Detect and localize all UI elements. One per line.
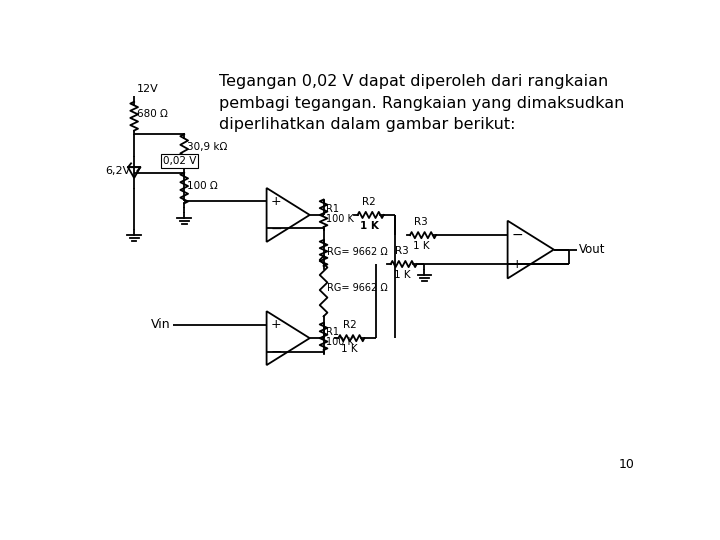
Text: +: + <box>271 318 281 331</box>
Text: 0,02 V: 0,02 V <box>163 156 196 166</box>
Text: 1 K: 1 K <box>359 221 379 231</box>
Text: 100 K: 100 K <box>326 337 354 347</box>
Text: RG= 9662 Ω: RG= 9662 Ω <box>327 247 387 257</box>
Text: Tegangan 0,02 V dapat diperoleh dari rangkaian
pembagi tegangan. Rangkaian yang : Tegangan 0,02 V dapat diperoleh dari ran… <box>219 74 624 132</box>
Text: 6,2V: 6,2V <box>105 166 130 176</box>
Text: 12V: 12V <box>138 84 159 94</box>
Text: 100 Ω: 100 Ω <box>187 181 218 191</box>
Text: R1: R1 <box>326 327 339 337</box>
Text: Vin: Vin <box>151 318 171 331</box>
Text: −: − <box>271 345 282 359</box>
Text: RG= 9662 Ω: RG= 9662 Ω <box>327 283 387 293</box>
Text: 1 K: 1 K <box>413 241 430 251</box>
Text: −: − <box>271 221 282 235</box>
Text: R2: R2 <box>343 320 356 330</box>
Text: 1 K: 1 K <box>341 345 358 354</box>
Text: R1: R1 <box>326 204 339 214</box>
Text: −: − <box>511 228 523 242</box>
Text: Vout: Vout <box>578 243 605 256</box>
Text: +: + <box>271 195 281 208</box>
Text: 1 K: 1 K <box>394 270 410 280</box>
Text: 680 Ω: 680 Ω <box>138 109 168 119</box>
Text: 10: 10 <box>618 458 634 471</box>
Text: R3: R3 <box>415 218 428 227</box>
Text: 30,9 kΩ: 30,9 kΩ <box>187 142 228 152</box>
Text: R2: R2 <box>362 197 376 207</box>
Text: +: + <box>511 258 522 271</box>
Text: R3: R3 <box>395 246 409 256</box>
Text: 100 K: 100 K <box>326 214 354 224</box>
